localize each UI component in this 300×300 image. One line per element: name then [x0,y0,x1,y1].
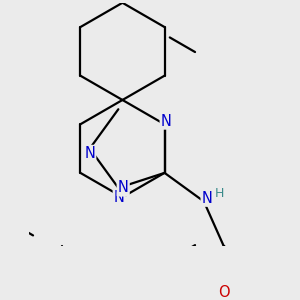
Text: H: H [215,187,225,200]
Text: O: O [218,284,230,299]
Text: N: N [118,180,129,195]
Text: N: N [202,191,212,206]
Text: N: N [84,146,95,161]
Text: N: N [161,113,172,128]
Text: N: N [114,190,125,205]
